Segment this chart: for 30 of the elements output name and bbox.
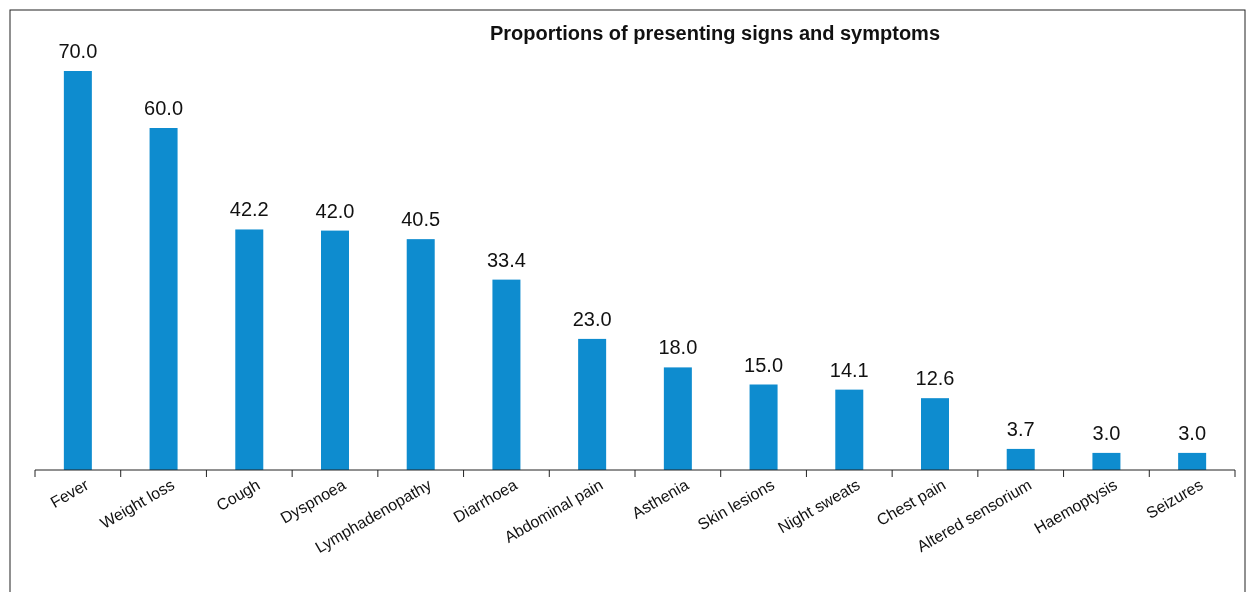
bar xyxy=(835,389,864,470)
x-tick-label: Fever xyxy=(47,475,92,512)
data-label: 12.6 xyxy=(915,367,955,390)
bar xyxy=(749,384,778,470)
data-label: 18.0 xyxy=(658,336,698,359)
bar xyxy=(921,398,949,470)
bar xyxy=(1006,448,1035,470)
data-label: 3.0 xyxy=(1092,421,1121,444)
bar xyxy=(63,71,92,470)
bar xyxy=(663,367,692,470)
data-label: 42.2 xyxy=(229,198,269,221)
data-label: 60.0 xyxy=(144,97,184,119)
data-label: 40.5 xyxy=(401,208,441,231)
data-label: 42.0 xyxy=(315,199,355,222)
bar xyxy=(149,128,178,470)
data-label: 70.0 xyxy=(58,40,98,62)
data-label: 15.0 xyxy=(744,353,784,376)
bar xyxy=(492,279,521,470)
bar xyxy=(406,239,435,470)
bar xyxy=(321,230,349,470)
bar xyxy=(578,338,607,470)
data-label: 3.0 xyxy=(1178,421,1207,444)
bar xyxy=(1178,452,1207,470)
data-label: 14.1 xyxy=(829,358,869,381)
data-label: 3.7 xyxy=(1006,417,1035,440)
bar xyxy=(1092,452,1121,470)
chart-title: Proportions of presenting signs and symptoms xyxy=(489,22,941,44)
data-label: 23.0 xyxy=(572,307,612,330)
bar xyxy=(235,229,264,470)
data-label: 33.4 xyxy=(486,248,526,271)
